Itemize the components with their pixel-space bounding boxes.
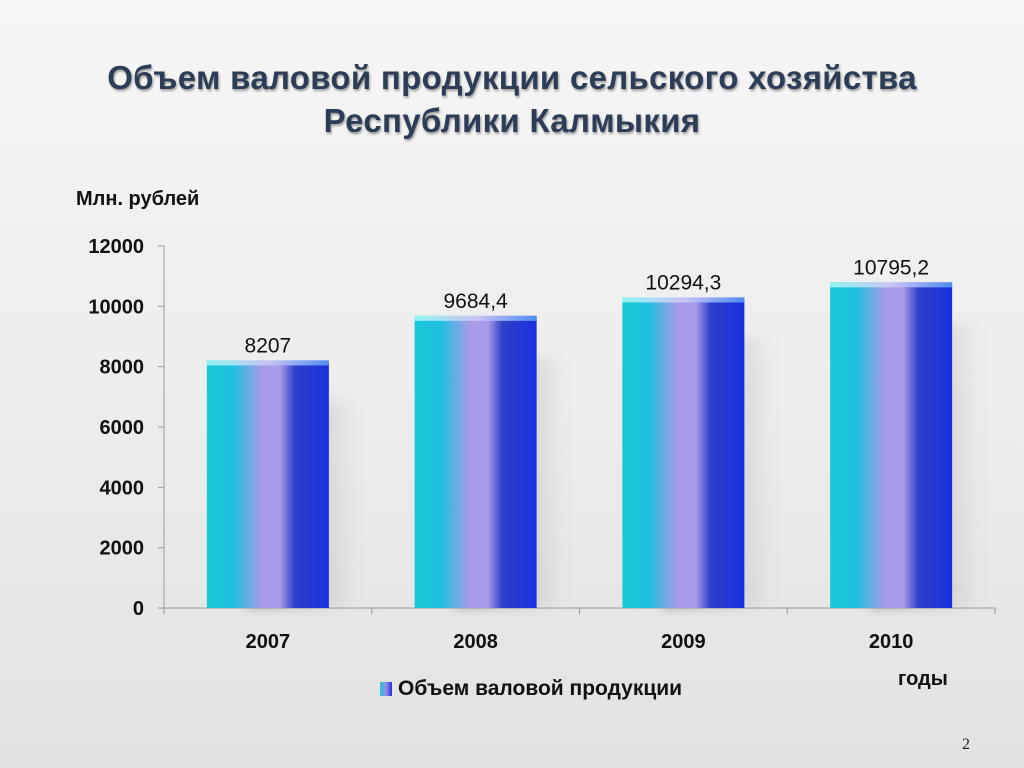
data-label: 10795,2: [853, 256, 929, 279]
y-tick-label: 8000: [100, 357, 145, 379]
x-tick-label: 2007: [246, 631, 291, 653]
legend-swatch: [380, 682, 392, 696]
y-tick-label: 0: [133, 598, 144, 620]
y-axis-label: Млн. рублей: [76, 188, 200, 210]
y-tick-label: 2000: [100, 538, 145, 560]
slide-title: Объем валовой продукции сельского хозяйс…: [0, 56, 1024, 142]
y-tick-label: 4000: [100, 477, 145, 499]
bar-top: [206, 360, 329, 366]
y-tick-label: 12000: [88, 236, 144, 258]
bar-top: [414, 315, 537, 321]
bar: [206, 360, 329, 608]
y-tick-label: 10000: [88, 296, 144, 318]
x-tick-label: 2010: [869, 631, 914, 653]
title-line-1: Объем валовой продукции сельского хозяйс…: [107, 59, 917, 96]
title-line-2: Республики Калмыкия: [323, 102, 701, 139]
x-tick-label: 2009: [661, 631, 706, 653]
data-label: 10294,3: [645, 271, 721, 294]
x-tick-label: 2008: [453, 631, 498, 653]
data-label: 9684,4: [444, 290, 509, 313]
bar: [414, 315, 537, 608]
bar: [830, 282, 953, 608]
bar-top: [830, 282, 953, 288]
bar-top: [622, 297, 745, 303]
page-number: 2: [962, 736, 970, 753]
bar: [622, 297, 745, 608]
y-tick-label: 6000: [100, 417, 145, 439]
x-axis-label: годы: [898, 668, 948, 690]
data-label: 8207: [245, 334, 292, 357]
legend-label: Объем валовой продукции: [398, 677, 683, 700]
legend: Объем валовой продукции: [380, 677, 682, 701]
